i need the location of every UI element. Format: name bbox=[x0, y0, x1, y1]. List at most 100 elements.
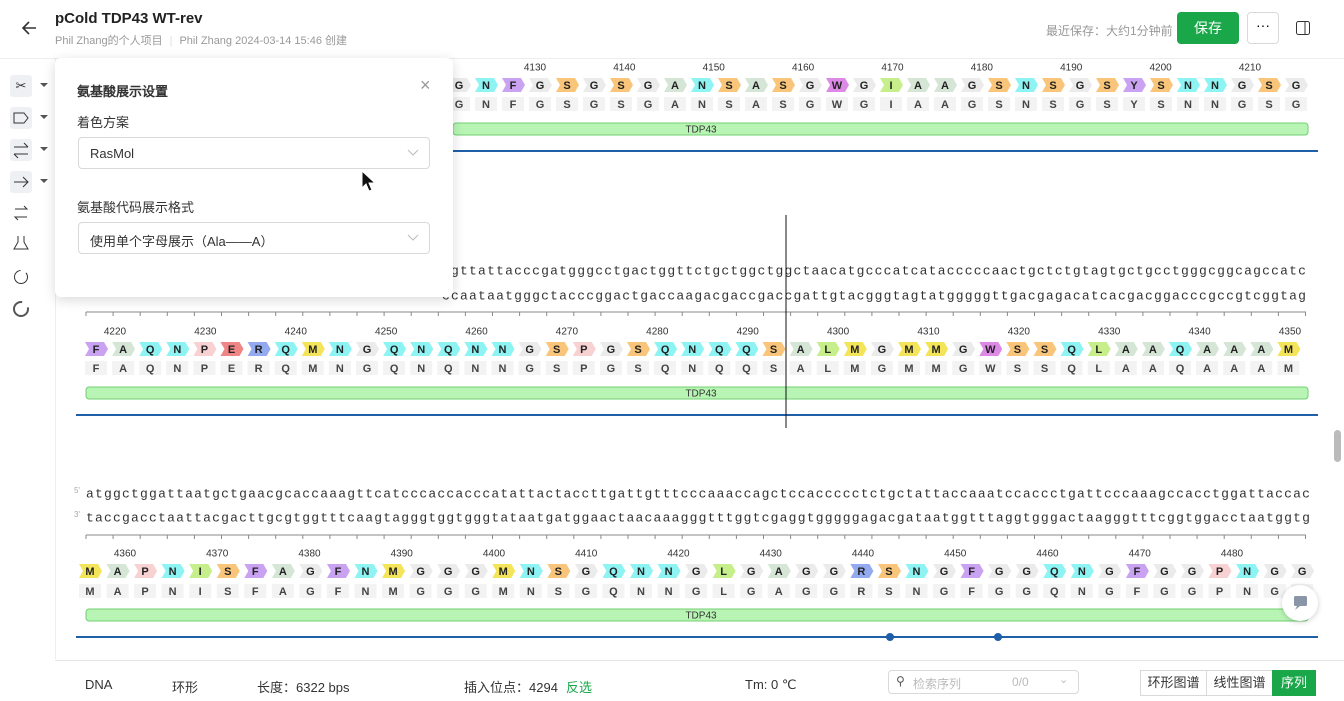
aa-letter-plain: N bbox=[336, 363, 344, 375]
aa-letter-plain: G bbox=[860, 99, 869, 111]
aa-chevron bbox=[85, 342, 108, 356]
aa-letter-plain: G bbox=[525, 363, 534, 375]
aa-letter-plain: N bbox=[698, 99, 706, 111]
aa-box bbox=[1098, 584, 1121, 598]
aa-box bbox=[952, 361, 975, 375]
aa-letter: N bbox=[1211, 80, 1219, 92]
aa-box bbox=[572, 361, 595, 375]
aa-letter: N bbox=[665, 566, 673, 578]
aa-letter-plain: M bbox=[904, 363, 913, 375]
aa-box bbox=[708, 361, 731, 375]
aa-box bbox=[979, 361, 1002, 375]
aa-letter-plain: A bbox=[1149, 363, 1157, 375]
scheme-select[interactable]: RasMol bbox=[78, 137, 430, 169]
aa-box bbox=[106, 584, 129, 598]
aa-chevron bbox=[718, 78, 741, 92]
aa-letter: G bbox=[444, 566, 453, 578]
tool-flask[interactable] bbox=[13, 236, 29, 250]
invert-link[interactable]: 反选 bbox=[565, 680, 592, 695]
aa-box bbox=[1141, 361, 1164, 375]
aa-chevron bbox=[247, 342, 271, 356]
aa-letter-plain: N bbox=[688, 363, 696, 375]
aa-letter-plain: G bbox=[536, 99, 545, 111]
aa-chevron bbox=[572, 342, 596, 356]
aa-box bbox=[356, 361, 378, 375]
aa-letter-plain: F bbox=[252, 586, 259, 598]
feature-label: TDP43 bbox=[685, 611, 717, 622]
aa-box bbox=[1060, 361, 1083, 375]
format-select[interactable]: 使用单个字母展示（Ala——A） bbox=[78, 222, 430, 254]
aa-letter: G bbox=[607, 344, 616, 356]
aa-letter-plain: S bbox=[995, 99, 1002, 111]
aa-letter-plain: W bbox=[985, 363, 996, 375]
aa-letter-plain: S bbox=[770, 363, 777, 375]
aa-letter-plain: G bbox=[878, 363, 887, 375]
aa-letter: I bbox=[889, 80, 892, 92]
tab-circular[interactable]: 环形图谱 bbox=[1140, 670, 1207, 696]
position-label: 4210 bbox=[1239, 63, 1262, 74]
tab-sequence[interactable]: 序列 bbox=[1272, 670, 1316, 696]
scroll-thumb[interactable] bbox=[1334, 430, 1341, 462]
aa-box bbox=[795, 584, 818, 598]
back-button[interactable] bbox=[20, 18, 40, 38]
aa-box bbox=[383, 361, 406, 375]
tool-spinner[interactable] bbox=[13, 301, 29, 317]
format-value: 使用单个字母展示（Ala——A） bbox=[90, 234, 274, 249]
close-button[interactable]: × bbox=[420, 75, 431, 95]
aa-box bbox=[193, 361, 216, 375]
aa-letter: P bbox=[1216, 566, 1223, 578]
aa-letter: N bbox=[913, 566, 921, 578]
tool-circle[interactable] bbox=[14, 270, 28, 284]
aa-letter-plain: F bbox=[510, 99, 517, 111]
aa-letter-plain: S bbox=[563, 99, 570, 111]
aa-chevron bbox=[464, 342, 488, 356]
aa-letter: L bbox=[1095, 344, 1102, 356]
aa-box bbox=[437, 361, 460, 375]
aa-letter: F bbox=[1134, 566, 1141, 578]
aa-letter: S bbox=[995, 80, 1002, 92]
aa-letter: G bbox=[959, 344, 968, 356]
aa-letter: N bbox=[471, 344, 479, 356]
aa-box bbox=[545, 361, 568, 375]
more-button[interactable]: ··· bbox=[1247, 12, 1279, 44]
save-button[interactable]: 保存 bbox=[1177, 12, 1239, 44]
aa-chevron bbox=[745, 78, 768, 92]
aa-letter-plain: N bbox=[527, 586, 535, 598]
aa-box bbox=[134, 584, 157, 598]
aa-box bbox=[189, 584, 212, 598]
tool-loop[interactable] bbox=[13, 205, 29, 221]
aa-letter: L bbox=[720, 566, 727, 578]
aa-letter-plain: N bbox=[637, 586, 645, 598]
panel-toggle[interactable] bbox=[1295, 20, 1311, 36]
aa-letter: G bbox=[582, 566, 591, 578]
aa-letter-plain: A bbox=[671, 99, 679, 111]
tab-linear[interactable]: 线性图谱 bbox=[1206, 670, 1273, 696]
aa-chevron bbox=[106, 564, 130, 578]
aa-letter: N bbox=[362, 566, 370, 578]
aa-letter-plain: G bbox=[1292, 99, 1301, 111]
aa-box bbox=[301, 361, 324, 375]
subtitle: Phil Zhang的个人项目 | Phil Zhang 2024-03-14 15… bbox=[55, 32, 347, 48]
aa-letter: N bbox=[417, 344, 425, 356]
aa-letter-plain: S bbox=[1014, 363, 1021, 375]
aa-box bbox=[382, 584, 405, 598]
aa-chevron bbox=[1150, 78, 1173, 92]
aa-box bbox=[637, 97, 659, 111]
aa-letter-plain: S bbox=[224, 586, 231, 598]
aa-chevron bbox=[1033, 342, 1057, 356]
search-box[interactable]: ⚲ 检索序列 0/0 ⌄ bbox=[888, 670, 1079, 694]
tool-cut[interactable] bbox=[10, 75, 32, 97]
aa-letter: A bbox=[914, 80, 922, 92]
aa-letter: Y bbox=[1130, 80, 1138, 92]
aa-chevron bbox=[907, 78, 930, 92]
aa-chevron bbox=[826, 78, 849, 92]
aa-letter-plain: G bbox=[363, 363, 372, 375]
aa-box bbox=[354, 584, 377, 598]
aa-chevron bbox=[274, 342, 298, 356]
aa-letter: N bbox=[336, 344, 344, 356]
aa-letter: A bbox=[114, 566, 122, 578]
feedback-button[interactable] bbox=[1282, 585, 1318, 621]
aa-box bbox=[988, 97, 1010, 111]
aa-box bbox=[326, 584, 349, 598]
aa-chevron bbox=[1291, 564, 1315, 578]
